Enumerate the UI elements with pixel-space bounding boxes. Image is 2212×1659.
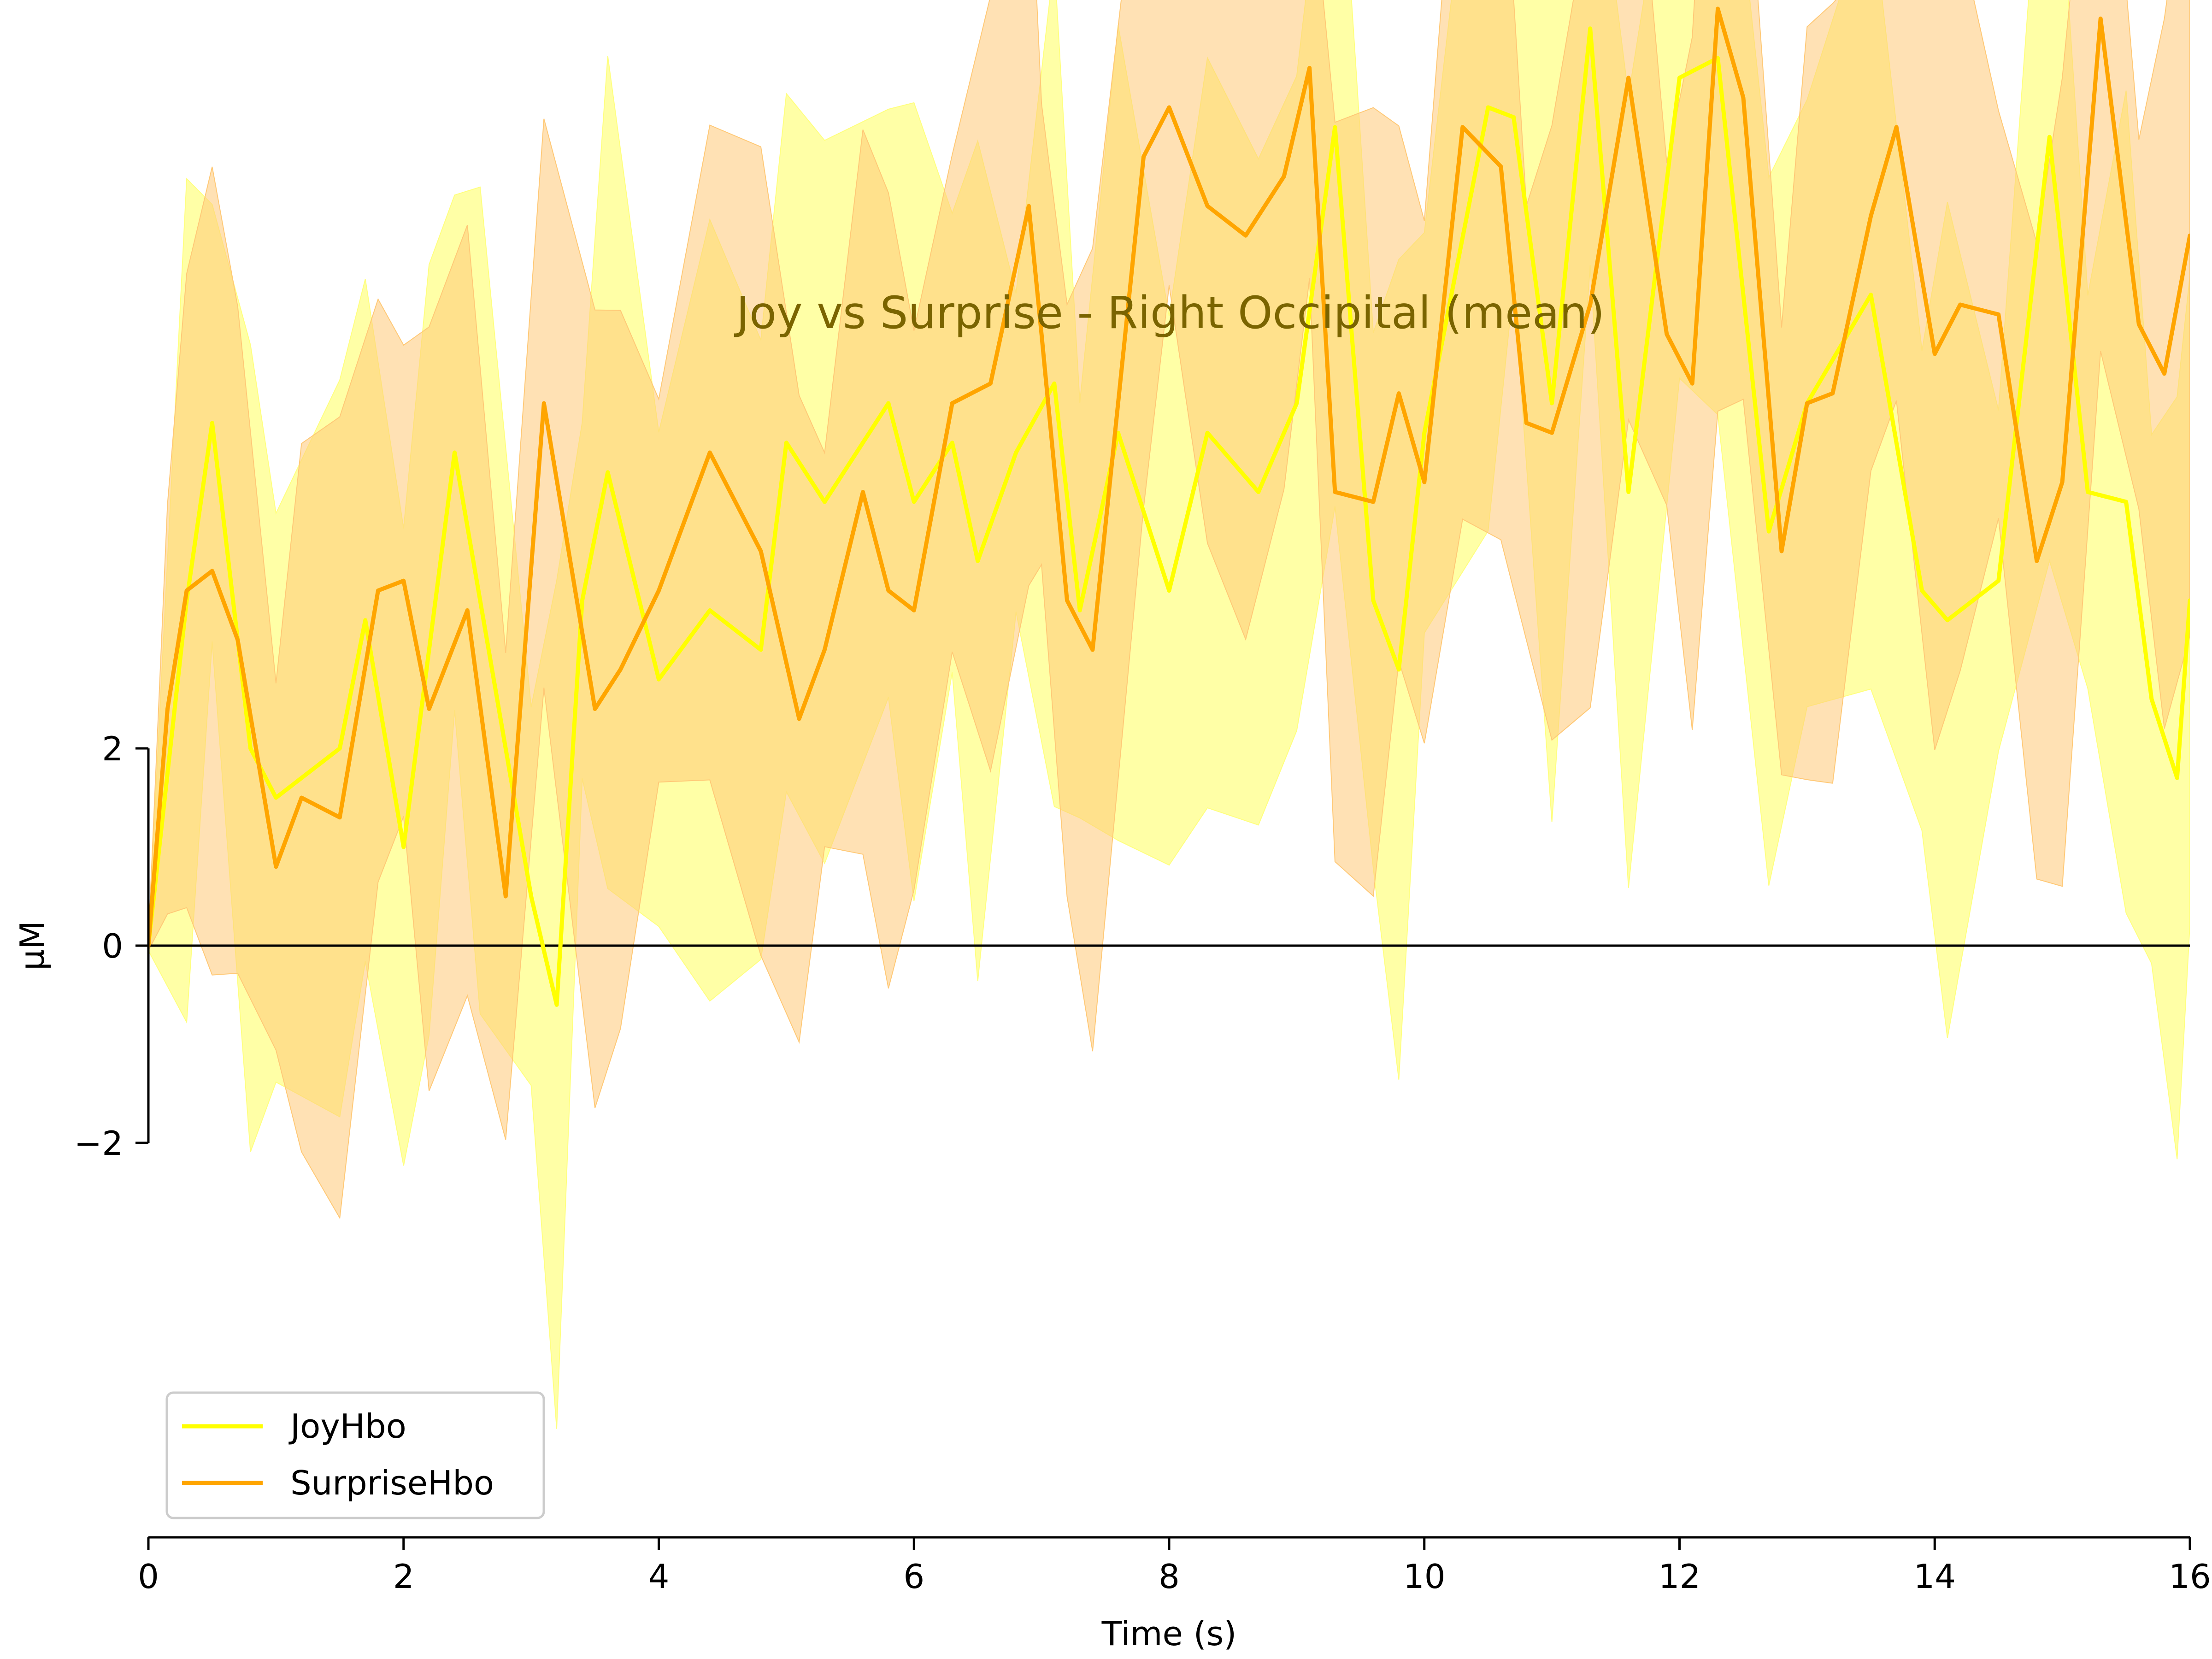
legend-box — [165, 1391, 545, 1519]
x-tick-label: 12 — [1659, 1557, 1701, 1596]
series-line-surprisehbo — [148, 6, 2190, 948]
series-lines — [148, 6, 2190, 1007]
band-surprisehbo — [148, 0, 2190, 1220]
plot-area — [148, 0, 2190, 1429]
x-tick-label: 16 — [2169, 1557, 2211, 1596]
y-axis-label: µM — [13, 921, 52, 971]
x-axis-label: Time (s) — [1101, 1614, 1237, 1653]
y-tick-label: 0 — [102, 927, 123, 965]
x-tick-label: 6 — [903, 1557, 924, 1596]
series-line-joyhbo — [148, 26, 2190, 1007]
x-tick-label: 4 — [648, 1557, 670, 1596]
x-tick-label: 2 — [393, 1557, 414, 1596]
legend-label-joyhbo: JoyHbo — [288, 1407, 406, 1446]
x-tick-label: 8 — [1159, 1557, 1180, 1596]
legend-label-surprisehbo: SurpriseHbo — [290, 1464, 494, 1502]
y-tick-label: −2 — [74, 1124, 123, 1163]
y-tick-label: 2 — [102, 729, 123, 768]
axes: 0 2 4 6 8 10 12 14 16 −2 0 2 — [74, 729, 2211, 1596]
legend: JoyHbo SurpriseHbo — [165, 1391, 545, 1519]
x-tick-label: 0 — [138, 1557, 159, 1596]
x-tick-label: 14 — [1913, 1557, 1956, 1596]
chart-title: Joy vs Surprise - Right Occipital (mean) — [734, 287, 1605, 339]
x-tick-label: 10 — [1403, 1557, 1446, 1596]
